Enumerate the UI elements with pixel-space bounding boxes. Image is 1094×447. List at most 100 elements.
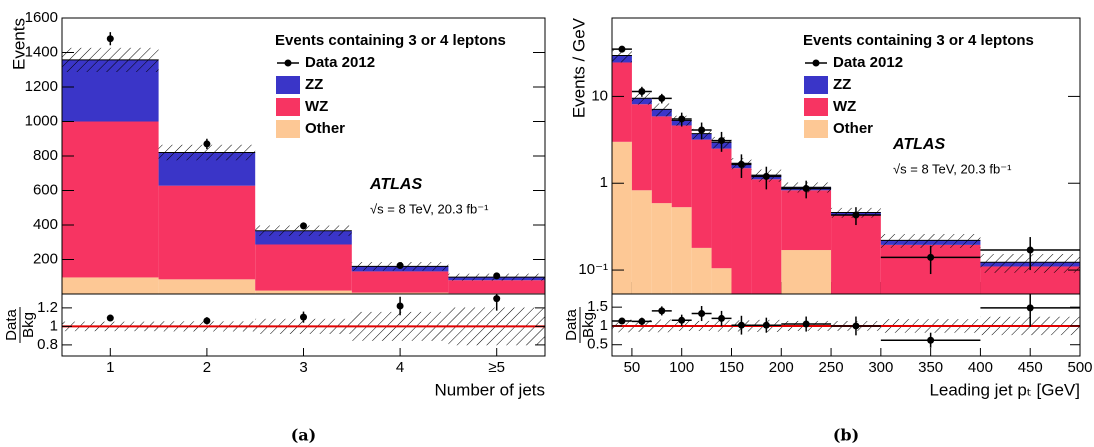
y-tick-label: 1	[600, 174, 608, 191]
uncertainty-band	[612, 49, 632, 63]
x-tick-label: 200	[769, 359, 794, 376]
legend-swatch	[276, 76, 300, 94]
bar-segment	[781, 190, 832, 251]
y-tick-label: 0.8	[37, 336, 58, 353]
ratio-label-den: Bkg	[580, 312, 597, 338]
bar-segment	[255, 244, 352, 291]
x-tick-label: 450	[1018, 359, 1043, 376]
data-point	[396, 262, 404, 270]
x-tick-label: 50	[624, 359, 641, 376]
ratio-point	[698, 310, 706, 318]
legend-label: ZZ	[833, 76, 851, 93]
ratio-frame	[61, 293, 546, 357]
bar-segment	[651, 116, 672, 204]
x-tick-label: 350	[918, 359, 943, 376]
bar-segment	[158, 185, 256, 280]
legend-title: Events containing 3 or 4 leptons	[275, 32, 506, 49]
x-tick-label: 300	[868, 359, 893, 376]
uncertainty-band	[880, 234, 981, 248]
legend-swatch	[276, 120, 300, 138]
y-tick-label: 600	[33, 181, 58, 198]
x-axis-title: Leading jet pₜ [GeV]	[929, 380, 1080, 399]
data-point	[678, 115, 686, 123]
legend-label: WZ	[305, 98, 328, 115]
bar-segment	[351, 271, 449, 293]
ratio-point	[203, 317, 211, 325]
data-point	[493, 272, 501, 280]
data-point	[927, 253, 935, 261]
bar-segment	[255, 290, 352, 294]
bar-segment	[651, 203, 672, 294]
ratio-point	[718, 314, 726, 322]
ratio-point	[927, 336, 935, 344]
ratio-point	[493, 295, 501, 303]
data-point	[618, 45, 626, 53]
legend-label: Other	[305, 120, 345, 137]
data-point	[718, 137, 726, 145]
legend-swatch	[804, 120, 828, 138]
legend-data-marker	[812, 59, 820, 67]
bar-segment	[351, 292, 449, 294]
x-tick-label: 500	[1067, 359, 1092, 376]
x-tick-label: 150	[719, 359, 744, 376]
ratio-point	[658, 307, 666, 315]
y-axis-title: Events / GeV	[569, 17, 588, 118]
y-tick-label: 200	[33, 250, 58, 267]
bar-segment	[448, 280, 545, 294]
legend-swatch	[804, 76, 828, 94]
bar-segment	[631, 104, 652, 191]
legend-swatch	[804, 98, 828, 116]
bar-segment	[691, 139, 712, 248]
x-tick-label: 3	[299, 359, 307, 376]
y-axis-title: Events	[9, 18, 28, 70]
data-point	[638, 87, 646, 95]
ratio-point	[396, 302, 404, 310]
data-point	[698, 126, 706, 134]
ratio-label-num: Data	[563, 309, 580, 341]
x-axis-title: Number of jets	[434, 380, 545, 399]
bar-segment	[711, 148, 732, 269]
y-tick-label: 1400	[25, 43, 58, 60]
x-tick-label: 100	[669, 359, 694, 376]
ratio-point	[852, 322, 860, 330]
data-point	[762, 172, 770, 180]
legend-swatch	[276, 98, 300, 116]
ratio-point	[106, 314, 114, 322]
ratio-frame	[611, 293, 1081, 357]
bar-segment	[158, 279, 256, 294]
ratio-point	[678, 316, 686, 324]
ratio-point	[638, 317, 646, 325]
legend-label: Data 2012	[305, 54, 375, 71]
caption: (b)	[833, 426, 859, 445]
data-point	[852, 211, 860, 219]
ratio-label-num: Data	[3, 309, 20, 341]
experiment-label: ATLAS	[892, 136, 945, 153]
bar-segment	[691, 247, 712, 294]
data-point	[300, 222, 307, 230]
bar-segment	[731, 168, 752, 294]
data-point	[1026, 246, 1034, 254]
legend-data-marker	[284, 59, 292, 67]
bar-segment	[831, 215, 881, 294]
data-point	[658, 94, 666, 102]
energy-label: √s = 8 TeV, 20.3 fb⁻¹	[370, 201, 489, 216]
ratio-point	[762, 321, 770, 329]
data-point	[737, 160, 745, 168]
y-tick-label: 1600	[25, 9, 58, 26]
x-tick-label: 250	[819, 359, 844, 376]
data-point	[106, 35, 114, 43]
y-tick-label: 0.5	[587, 336, 608, 353]
bar-segment	[612, 141, 632, 294]
experiment-label: ATLAS	[369, 176, 422, 193]
y-tick-label: 1	[50, 317, 58, 334]
x-tick-label: ≥5	[488, 359, 505, 376]
bar-segment	[612, 62, 632, 142]
y-tick-label: 10⁻¹	[578, 261, 608, 278]
ratio-point	[1026, 304, 1034, 312]
ratio-label-den: Bkg	[20, 312, 37, 338]
ratio-point	[618, 317, 626, 325]
bar-segment	[631, 190, 652, 294]
legend-title: Events containing 3 or 4 leptons	[803, 32, 1034, 49]
legend-label: WZ	[833, 98, 856, 115]
y-tick-label: 1000	[25, 112, 58, 129]
